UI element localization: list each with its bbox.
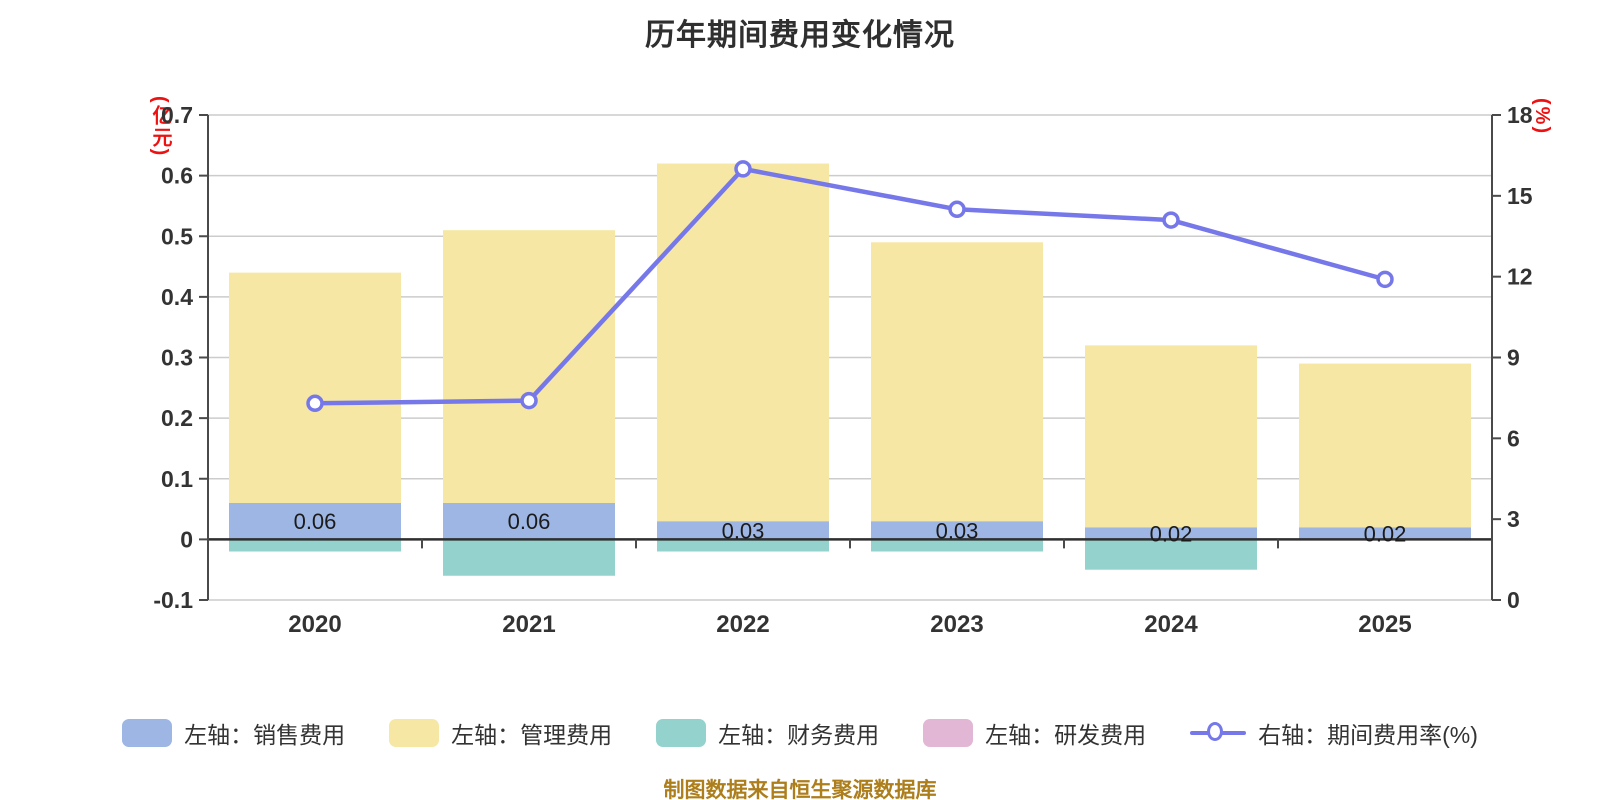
x-axis-labels: 2020 2021 2022 2023 2024 2025 [288, 611, 1411, 638]
left-axis-tick-label: 0.7 [161, 102, 193, 128]
bar-segment-2022-s1 [657, 163, 829, 522]
left-axis-tick-label: 0.3 [161, 345, 193, 371]
bar-value-label: 0.02 [1364, 521, 1407, 546]
left-axis-tick-label: 0 [180, 526, 193, 552]
bar-segment-2023-s1 [871, 242, 1043, 522]
legend-item-sales-expense: 左轴：销售费用 [122, 716, 345, 750]
category-ticks [421, 539, 1279, 549]
legend-item-rnd-expense: 左轴：研发费用 [923, 716, 1146, 750]
expense-rate-line [314, 166, 1386, 406]
left-axis-tick-label: 0.4 [161, 284, 193, 310]
right-axis-tick-label: 18 [1507, 102, 1533, 128]
legend-label-sales-expense: 左轴：销售费用 [184, 722, 346, 748]
left-axis-tick-label: 0.6 [161, 163, 193, 189]
legend-label-finance-expense: 左轴：财务费用 [718, 722, 880, 748]
legend-item-finance-expense: 左轴：财务费用 [656, 716, 879, 750]
right-axis-tick-label: 15 [1507, 183, 1533, 209]
line-marker-2021 [520, 391, 538, 410]
bar-value-label: 0.06 [294, 509, 337, 534]
rate-line-symbol [1190, 719, 1247, 747]
left-axis-tick-label: 0.2 [161, 405, 193, 431]
legend-item-expense-rate: 右轴：期间费用率(%) [1190, 716, 1478, 750]
bar-segment-2022-s0 [657, 521, 829, 540]
rate-line-marker-icon [1207, 722, 1224, 741]
bar-segment-2024-s1 [1085, 345, 1257, 528]
chart-title: 历年期间费用变化情况 [645, 19, 955, 52]
line-marker-2023 [948, 200, 966, 219]
x-tick-label-2025: 2025 [1358, 611, 1411, 638]
bar-segment-2020-s2 [229, 539, 401, 552]
bar-segment-2023-s0 [871, 521, 1043, 540]
axes: 0.7 0.6 0.5 0.4 0.3 0.2 0.1 0 -0.1 18 15 12 9 6 3 0 [153, 102, 1532, 613]
line-marker-2025 [1376, 270, 1394, 289]
line-marker-2024 [1162, 211, 1180, 229]
right-axis-tick-label: 6 [1507, 425, 1520, 451]
x-tick-label-2022: 2022 [716, 611, 769, 638]
legend: 左轴：销售费用 左轴：管理费用 左轴：财务费用 左轴：研发费用 右轴：期间费用率… [0, 716, 1600, 750]
legend-label-expense-rate: 右轴：期间费用率(%) [1258, 722, 1478, 748]
right-axis-tick-label: 12 [1507, 264, 1533, 290]
bar-value-label: 0.06 [508, 509, 551, 534]
bar-segment-2021-s2 [443, 539, 615, 576]
right-axis-unit-label: (%) [1531, 98, 1553, 136]
x-tick-label-2021: 2021 [502, 611, 555, 638]
x-tick-label-2020: 2020 [288, 611, 341, 638]
bars [229, 163, 1471, 576]
legend-label-rnd-expense: 左轴：研发费用 [985, 722, 1147, 748]
line-markers [306, 160, 1394, 413]
sales-series-swatch [122, 719, 173, 747]
data-source-note: 制图数据来自恒生聚源数据库 [663, 779, 937, 800]
x-tick-label-2024: 2024 [1144, 611, 1198, 638]
bar-segment-2025-s1 [1299, 363, 1471, 528]
right-axis-tick-label: 0 [1507, 587, 1520, 613]
left-axis-tick-label: 0.1 [161, 466, 193, 492]
bar-segment-2024-s2 [1085, 539, 1257, 570]
left-axis-tick-label: 0.5 [161, 223, 193, 249]
rnd-series-swatch [923, 719, 974, 747]
bar-segment-2024-s0 [1085, 527, 1257, 540]
legend-item-admin-expense: 左轴：管理费用 [389, 716, 612, 750]
bar-segment-2020-s1 [229, 272, 401, 503]
gridlines [208, 114, 1492, 601]
legend-label-admin-expense: 左轴：管理费用 [451, 722, 613, 748]
bar-segment-2020-s0 [229, 503, 401, 540]
left-axis-tick-label: -0.1 [153, 587, 193, 613]
bar-value-label: 0.03 [722, 518, 765, 543]
bar-value-labels: 0.06 0.06 0.03 0.03 0.02 0.02 [294, 509, 1407, 546]
bar-value-label: 0.03 [936, 518, 979, 543]
right-axis-tick-label: 9 [1507, 345, 1520, 371]
bar-segment-2021-s0 [443, 503, 615, 540]
finance-series-swatch [656, 719, 707, 747]
bar-segment-2023-s2 [871, 539, 1043, 552]
bar-segment-2021-s1 [443, 230, 615, 503]
admin-series-swatch [389, 719, 440, 747]
bar-value-label: 0.02 [1150, 521, 1193, 546]
line-marker-2020 [306, 394, 324, 413]
x-tick-label-2023: 2023 [930, 611, 983, 638]
right-axis-tick-label: 3 [1507, 506, 1520, 532]
bar-segment-2022-s2 [657, 539, 829, 552]
bar-segment-2025-s0 [1299, 527, 1471, 540]
left-axis-unit-label: (亿元) [149, 96, 171, 158]
line-marker-2022 [734, 160, 752, 178]
